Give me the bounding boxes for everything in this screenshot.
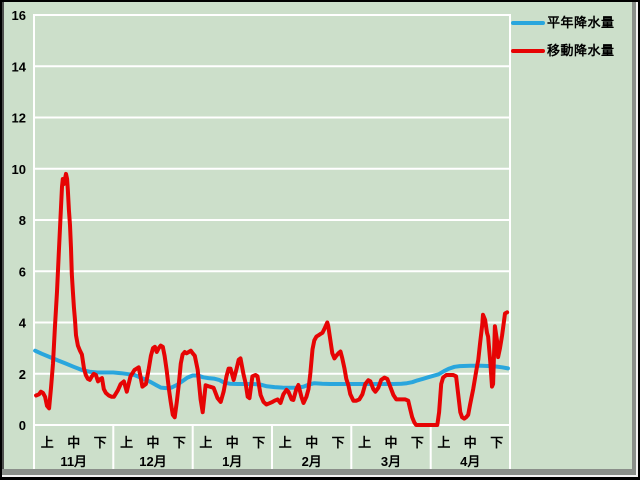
x-period-label: 中 <box>67 435 80 450</box>
y-tick-label: 0 <box>19 418 26 433</box>
x-period-label: 下 <box>173 435 186 450</box>
window-border-bottom <box>0 477 640 480</box>
x-period-label: 上 <box>437 435 450 450</box>
x-axis-labels: 上中下11月上中下12月上中下1月上中下2月上中下3月上中下4月 <box>41 435 504 469</box>
legend-label-moving-precipitation: 移動降水量 <box>547 43 615 58</box>
y-tick-label: 6 <box>19 264 26 279</box>
window-border-top <box>0 0 640 2</box>
y-tick-label: 8 <box>19 213 26 228</box>
x-period-label: 下 <box>332 435 345 450</box>
legend-label-normal-precipitation: 平年降水量 <box>547 15 615 30</box>
x-month-label: 1月 <box>222 454 242 469</box>
x-period-label: 上 <box>358 435 371 450</box>
y-tick-label: 2 <box>19 367 26 382</box>
x-month-label: 4月 <box>460 454 480 469</box>
chart-legend: 平年降水量 移動降水量 <box>511 15 615 58</box>
x-month-label: 12月 <box>139 454 166 469</box>
legend-item-normal-precipitation: 平年降水量 <box>511 15 615 30</box>
y-tick-label: 10 <box>12 162 26 177</box>
y-tick-label: 12 <box>12 111 26 126</box>
x-period-label: 上 <box>279 435 292 450</box>
window-border-left <box>0 0 2 480</box>
series-line-0 <box>33 348 510 391</box>
x-period-label: 上 <box>41 435 54 450</box>
x-period-label: 中 <box>384 435 397 450</box>
x-period-label: 中 <box>464 435 477 450</box>
y-tick-label: 14 <box>12 59 27 74</box>
window-bevel-bottom-light <box>2 475 638 477</box>
y-tick-label: 4 <box>19 316 27 331</box>
window-bevel-right-light <box>636 2 638 478</box>
x-period-label: 下 <box>94 435 107 450</box>
legend-item-moving-precipitation: 移動降水量 <box>511 43 615 58</box>
x-period-label: 上 <box>120 435 133 450</box>
data-series <box>33 171 510 427</box>
x-period-label: 上 <box>199 435 212 450</box>
x-period-label: 下 <box>490 435 503 450</box>
x-month-label: 2月 <box>302 454 322 469</box>
window-border-right <box>638 0 640 480</box>
window-bevel-right <box>632 2 636 476</box>
series-line-1 <box>34 171 510 427</box>
window-bevel-left <box>2 2 4 475</box>
gridlines <box>34 14 510 426</box>
x-period-label: 中 <box>305 435 318 450</box>
x-month-label: 11月 <box>60 454 87 469</box>
x-month-label: 3月 <box>381 454 401 469</box>
x-period-label: 中 <box>226 435 239 450</box>
y-tick-label: 16 <box>12 8 26 23</box>
legend-line-swatch-red <box>511 48 545 53</box>
axes <box>33 14 511 469</box>
legend-line-swatch-blue <box>511 20 545 25</box>
window-bevel-bottom <box>2 469 636 475</box>
x-period-label: 下 <box>411 435 424 450</box>
x-period-label: 中 <box>146 435 159 450</box>
x-period-label: 下 <box>252 435 265 450</box>
y-axis-tick-labels: 0 2 4 6 8 10 12 14 16 <box>12 8 27 433</box>
